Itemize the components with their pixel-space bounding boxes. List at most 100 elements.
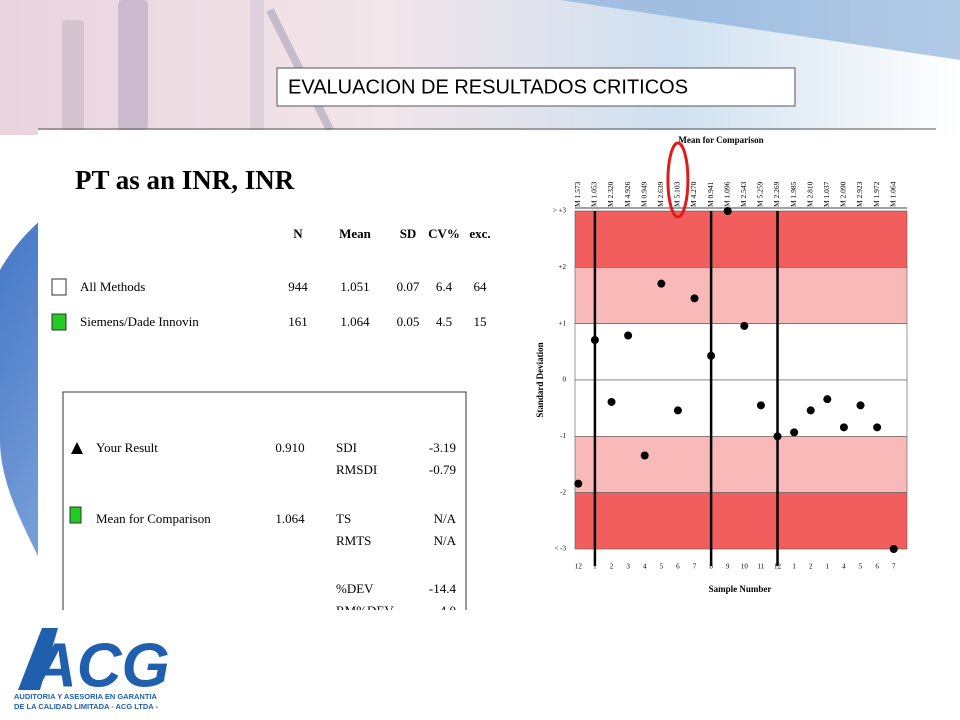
x-tick-label: 5	[660, 563, 664, 571]
top-label: M 2.639	[656, 181, 665, 207]
top-label: M 5.259	[756, 181, 765, 207]
top-label: M 1.985	[789, 181, 798, 207]
top-label: M 2.543	[739, 181, 748, 207]
stat-value: N/A	[434, 511, 457, 526]
top-label: M 1.053	[590, 181, 599, 207]
point	[640, 451, 649, 460]
panel: PT as an INR, INR N Mean SD CV% exc. All Meth…	[38, 130, 936, 618]
y-axis-label: Standard Deviation	[535, 342, 545, 417]
x-tick-label: 7	[693, 563, 697, 571]
x-tick-label: 1	[826, 563, 830, 571]
x-tick-label: 2	[610, 563, 614, 571]
x-tick-label: 12	[774, 563, 782, 571]
point	[889, 545, 898, 553]
stat-value: -14.4	[429, 581, 457, 596]
x-axis-label: Sample Number	[709, 584, 772, 594]
table-cell: 15	[474, 314, 487, 329]
point	[873, 423, 882, 432]
point	[574, 479, 583, 488]
top-label: M 0.949	[639, 181, 648, 207]
column-header: Mean	[339, 226, 372, 241]
report-title: PT as an INR, INR	[75, 165, 295, 195]
x-tick-label: 2	[809, 563, 813, 571]
top-label: M 1.972	[872, 181, 881, 207]
x-tick-label: 3	[626, 563, 630, 571]
top-label: M 4.926	[623, 181, 632, 207]
stat-name: RM%DEV	[336, 603, 394, 618]
top-label: M 1.573	[573, 181, 582, 207]
x-tick-label: 11	[758, 563, 765, 571]
point	[856, 401, 865, 410]
table-cell: 4.5	[436, 314, 452, 329]
result-label: Mean for Comparison	[96, 511, 211, 526]
stat-name: RMSDI	[336, 462, 377, 477]
result-value: 1.064	[275, 511, 305, 526]
x-tick-label: 4	[643, 563, 647, 571]
y-tick-label: -1	[560, 432, 566, 440]
top-label: M 5.103	[673, 181, 682, 207]
top-label: M 1.096	[722, 181, 731, 207]
sd-band	[574, 436, 908, 493]
stat-value: N/A	[434, 533, 457, 548]
column-header: CV%	[428, 226, 460, 241]
legend-box	[51, 278, 67, 296]
table-cell: 1.051	[340, 279, 369, 294]
top-label: M 2.090	[839, 181, 848, 207]
x-tick-label: 10	[741, 563, 749, 571]
x-tick-label: 7	[892, 563, 896, 571]
table-cell: 64	[474, 279, 488, 294]
row-label: All Methods	[80, 279, 145, 294]
x-tick-label: 1	[593, 563, 597, 571]
legend-box	[51, 313, 67, 331]
result-box	[62, 391, 467, 610]
column-header: N	[293, 226, 303, 241]
table-cell: 1.064	[340, 314, 370, 329]
stat-name: %DEV	[336, 581, 374, 596]
logo-tagline: AUDITORIA Y ASESORIA EN GARANTIA	[14, 692, 158, 701]
stat-name: RMTS	[336, 533, 371, 548]
table-cell: 0.07	[397, 279, 420, 294]
sd-band	[574, 210, 908, 268]
sd-band	[574, 492, 908, 550]
x-tick-label: 1	[792, 563, 796, 571]
top-label: M 1.064	[888, 181, 897, 207]
point	[590, 336, 599, 345]
top-label: M 1.037	[822, 181, 831, 207]
top-label: M 2.810	[805, 181, 814, 207]
top-label: M 2.923	[855, 181, 864, 207]
y-tick-label: +2	[559, 263, 567, 271]
top-label: M 2.269	[772, 181, 781, 207]
stat-value: -0.79	[429, 462, 456, 477]
column-header: exc.	[469, 226, 490, 241]
point	[806, 406, 815, 415]
x-tick-label: 4	[842, 563, 846, 571]
y-tick-label: < -3	[554, 545, 566, 553]
table-cell: 0.05	[397, 314, 420, 329]
glassware	[62, 0, 960, 132]
point	[624, 331, 633, 340]
top-label: M 4.270	[689, 181, 698, 207]
point	[790, 428, 799, 437]
point	[723, 207, 732, 215]
stat-name: TS	[336, 511, 351, 526]
point	[690, 294, 699, 303]
point	[707, 351, 716, 360]
x-tick-label: 9	[726, 563, 730, 571]
point	[756, 401, 765, 410]
logo-tagline: DE LA CALIDAD LIMITADA - ACG LTDA -	[14, 702, 159, 711]
point	[657, 279, 666, 288]
table-cell: 944	[288, 279, 308, 294]
table-cell: 161	[288, 314, 308, 329]
column-header: SD	[400, 226, 417, 241]
top-label: M 0.941	[706, 181, 715, 207]
slide-title: EVALUACION DE RESULTADOS CRITICOS	[288, 76, 688, 98]
row-label: Siemens/Dade Innovin	[80, 314, 199, 329]
x-tick-label: 8	[709, 563, 713, 571]
table-cell: 6.4	[436, 279, 453, 294]
result-value: 0.910	[275, 440, 304, 455]
x-tick-label: 5	[859, 563, 863, 571]
triangle-icon	[71, 442, 83, 454]
stat-value: -4.0	[435, 603, 456, 618]
